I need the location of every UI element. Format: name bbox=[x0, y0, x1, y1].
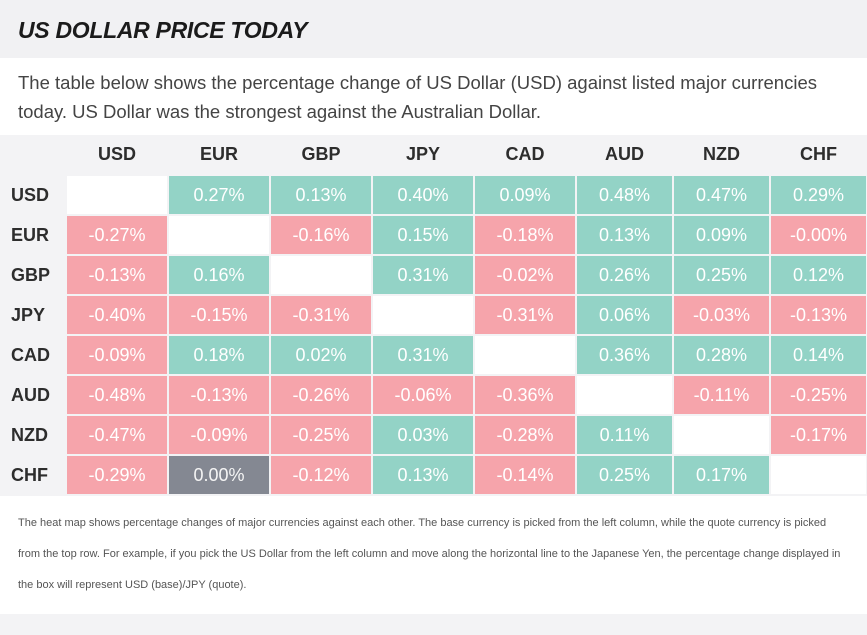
heatmap-cell: 0.26% bbox=[575, 254, 674, 296]
heatmap-cell: 0.31% bbox=[371, 254, 475, 296]
heatmap-cell: 0.36% bbox=[575, 334, 674, 376]
heatmap-cell: 0.29% bbox=[769, 174, 867, 216]
heatmap-cell bbox=[473, 334, 577, 376]
heatmap-cell: -0.00% bbox=[769, 214, 867, 256]
heatmap-cell: -0.14% bbox=[473, 454, 577, 496]
heatmap-cell: -0.03% bbox=[672, 294, 771, 336]
heatmap-cell: 0.03% bbox=[371, 414, 475, 456]
intro-text: The table below shows the percentage cha… bbox=[0, 58, 867, 135]
heatmap-cell bbox=[65, 174, 169, 216]
heatmap-cell bbox=[672, 414, 771, 456]
heatmap-cell: -0.26% bbox=[269, 374, 373, 416]
row-header: CHF bbox=[11, 464, 48, 485]
heatmap-cell: 0.17% bbox=[672, 454, 771, 496]
heatmap-cell: -0.36% bbox=[473, 374, 577, 416]
row-header: CAD bbox=[11, 344, 50, 365]
heatmap-cell: -0.17% bbox=[769, 414, 867, 456]
heatmap-cell: -0.48% bbox=[65, 374, 169, 416]
column-header: EUR bbox=[199, 144, 238, 164]
heatmap-cell: 0.13% bbox=[371, 454, 475, 496]
title-bar: US DOLLAR PRICE TODAY bbox=[0, 0, 867, 58]
table-row: CAD -0.09% 0.18% 0.02% 0.31% 0.36% 0.28% 0.14% bbox=[0, 334, 867, 376]
heatmap-cell: -0.12% bbox=[269, 454, 373, 496]
heatmap-cell bbox=[371, 294, 475, 336]
heatmap-cell: 0.09% bbox=[672, 214, 771, 256]
heatmap-cell: 0.16% bbox=[167, 254, 271, 296]
heatmap-cell: -0.18% bbox=[473, 214, 577, 256]
heatmap-cell: 0.00% bbox=[167, 454, 271, 496]
table-row: USD 0.27% 0.13% 0.40% 0.09% 0.48% 0.47% 0.29% bbox=[0, 174, 867, 216]
heatmap-cell: -0.11% bbox=[672, 374, 771, 416]
table-row: JPY -0.40% -0.15% -0.31% -0.31% 0.06% -0.03% -0… bbox=[0, 294, 867, 336]
heatmap-cell: -0.02% bbox=[473, 254, 577, 296]
heatmap-cell bbox=[575, 374, 674, 416]
heatmap-cell: 0.27% bbox=[167, 174, 271, 216]
column-header: JPY bbox=[405, 144, 441, 164]
row-header: EUR bbox=[11, 224, 50, 245]
heatmap-cell: 0.25% bbox=[672, 254, 771, 296]
heatmap-cell: 0.25% bbox=[575, 454, 674, 496]
heatmap-cell: -0.13% bbox=[65, 254, 169, 296]
heatmap-cell: 0.13% bbox=[269, 174, 373, 216]
heatmap-cell bbox=[769, 454, 867, 496]
header-row: USD EUR GBP JPY CAD AUD NZD CHF bbox=[0, 135, 867, 175]
column-header: AUD bbox=[605, 144, 644, 164]
heatmap-cell: 0.31% bbox=[371, 334, 475, 376]
table-row: EUR -0.27% -0.16% 0.15% -0.18% 0.13% 0.09% -0.0… bbox=[0, 214, 867, 256]
heatmap-cell: 0.12% bbox=[769, 254, 867, 296]
heatmap-cell: -0.25% bbox=[769, 374, 867, 416]
heatmap-cell: -0.16% bbox=[269, 214, 373, 256]
page-title: US DOLLAR PRICE TODAY bbox=[18, 17, 308, 43]
heatmap-cell: -0.13% bbox=[769, 294, 867, 336]
heatmap-cell: 0.06% bbox=[575, 294, 674, 336]
heatmap-cell: 0.09% bbox=[473, 174, 577, 216]
heatmap-cell: 0.14% bbox=[769, 334, 867, 376]
heatmap-cell: -0.06% bbox=[371, 374, 475, 416]
heatmap-cell: -0.27% bbox=[65, 214, 169, 256]
footnote-text: The heat map shows percentage changes of… bbox=[0, 496, 867, 614]
table-row: GBP -0.13% 0.16% 0.31% -0.02% 0.26% 0.25% 0.12% bbox=[0, 254, 867, 296]
heatmap-cell: 0.48% bbox=[575, 174, 674, 216]
column-header: GBP bbox=[301, 144, 341, 164]
heatmap-cell: -0.31% bbox=[473, 294, 577, 336]
table-row: AUD -0.48% -0.13% -0.26% -0.06% -0.36% -0.11% -… bbox=[0, 374, 867, 416]
heatmap-cell: 0.02% bbox=[269, 334, 373, 376]
heatmap-cell: -0.29% bbox=[65, 454, 169, 496]
heatmap-cell: -0.13% bbox=[167, 374, 271, 416]
heatmap-cell bbox=[269, 254, 373, 296]
currency-heatmap-table: USD EUR GBP JPY CAD AUD NZD CHF USD 0.27%… bbox=[0, 135, 867, 496]
row-header: AUD bbox=[11, 384, 50, 405]
column-header: NZD bbox=[703, 144, 740, 164]
row-header: NZD bbox=[11, 424, 48, 445]
heatmap-cell: 0.18% bbox=[167, 334, 271, 376]
heatmap-cell: -0.15% bbox=[167, 294, 271, 336]
row-header: JPY bbox=[11, 304, 46, 325]
heatmap-cell: -0.25% bbox=[269, 414, 373, 456]
corner-cell bbox=[0, 135, 66, 175]
heatmap-cell: 0.15% bbox=[371, 214, 475, 256]
heatmap-cell: -0.40% bbox=[65, 294, 169, 336]
heatmap-cell: -0.09% bbox=[167, 414, 271, 456]
heatmap-cell: 0.11% bbox=[575, 414, 674, 456]
heatmap-cell: 0.13% bbox=[575, 214, 674, 256]
row-header: GBP bbox=[11, 264, 51, 285]
column-header: CHF bbox=[800, 144, 837, 164]
heatmap-cell: -0.31% bbox=[269, 294, 373, 336]
column-header: USD bbox=[97, 144, 136, 164]
heatmap-cell: -0.28% bbox=[473, 414, 577, 456]
column-header: CAD bbox=[505, 144, 545, 164]
heatmap-body: USD 0.27% 0.13% 0.40% 0.09% 0.48% 0.47% 0.29% EU… bbox=[0, 174, 867, 496]
table-row: CHF -0.29% 0.00% -0.12% 0.13% -0.14% 0.25% 0.17… bbox=[0, 454, 867, 496]
heatmap-cell bbox=[167, 214, 271, 256]
heatmap-cell: 0.47% bbox=[672, 174, 771, 216]
table-row: NZD -0.47% -0.09% -0.25% 0.03% -0.28% 0.11% -0.… bbox=[0, 414, 867, 456]
row-header: USD bbox=[11, 184, 50, 205]
heatmap-cell: -0.09% bbox=[65, 334, 169, 376]
heatmap-cell: -0.47% bbox=[65, 414, 169, 456]
heatmap-cell: 0.40% bbox=[371, 174, 475, 216]
heatmap-cell: 0.28% bbox=[672, 334, 771, 376]
